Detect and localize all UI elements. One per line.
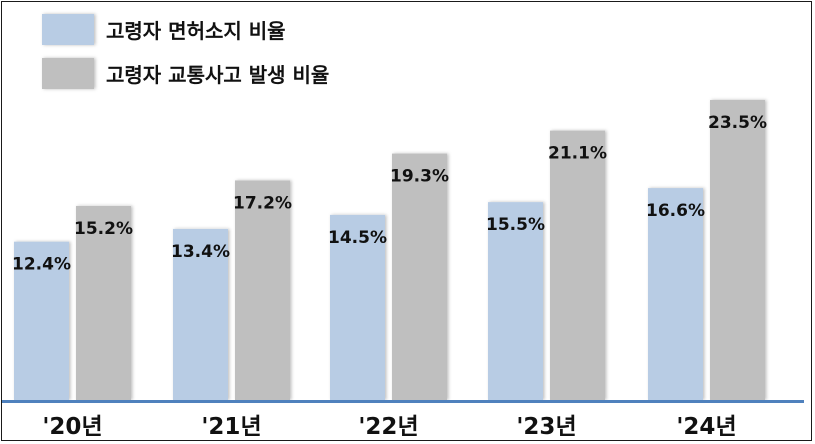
x-tick-label-4: '23년 [516, 414, 576, 440]
value-label-license-3: 14.5% [328, 228, 387, 248]
value-label-accident-3: 19.3% [390, 167, 449, 187]
x-tick-label-1: '20년 [42, 414, 102, 440]
bar-license-1 [14, 241, 69, 400]
bar-license-3 [330, 214, 385, 400]
bar-license-5 [648, 188, 703, 400]
legend-swatch-2 [42, 58, 94, 89]
bar-accident-4 [550, 130, 605, 400]
value-label-license-5: 16.6% [646, 201, 705, 221]
bar-accident-5 [710, 100, 765, 400]
x-tick-label-2: '21년 [201, 414, 261, 440]
value-label-license-4: 15.5% [486, 215, 545, 235]
bar-license-4 [488, 202, 543, 400]
legend-label-2: 고령자 교통사고 발생 비율 [106, 63, 329, 87]
value-label-accident-2: 17.2% [233, 193, 292, 213]
bars-group [14, 100, 765, 400]
value-label-license-1: 12.4% [12, 255, 71, 275]
bar-accident-3 [392, 153, 447, 400]
value-label-accident-1: 15.2% [74, 219, 133, 239]
value-label-license-2: 13.4% [171, 242, 230, 262]
legend-label-1: 고령자 면허소지 비율 [106, 19, 286, 43]
bar-accident-2 [235, 180, 290, 400]
x-tick-label-5: '24년 [676, 414, 736, 440]
value-labels-group: 12.4%15.2% 13.4% 17.2% 14.5% 19.3% 15.5% 21.1%… [12, 113, 767, 275]
x-tick-label-3: '22년 [358, 414, 418, 440]
bar-license-2 [173, 228, 228, 400]
x-axis: '20년 '21년 '22년 '23년 '24년 [2, 400, 804, 440]
bar-accident-1 [76, 205, 131, 400]
value-label-accident-4: 21.1% [548, 144, 607, 164]
legend-swatch-1 [42, 14, 94, 45]
value-label-accident-5: 23.5% [708, 113, 767, 133]
